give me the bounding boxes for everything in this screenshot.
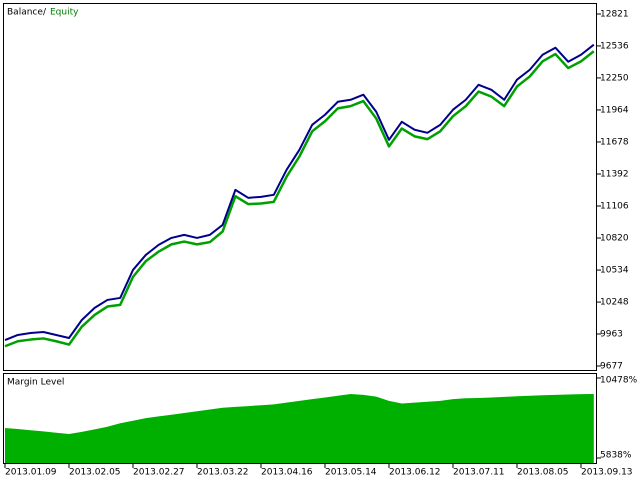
legend-equity: Equity — [50, 8, 79, 18]
y-tick-label: 12821 — [600, 10, 629, 20]
margin-panel — [3, 373, 597, 464]
y-tick-label: 10478% — [600, 376, 638, 386]
x-tick-label: 2013.05.14 — [325, 468, 377, 478]
series-line — [4, 50, 595, 348]
x-tick-label: 2013.07.11 — [453, 468, 505, 478]
x-tick-label: 2013.02.27 — [133, 468, 185, 478]
y-tick-label: 9963 — [600, 329, 623, 339]
x-tick-label: 2013.09.13 — [581, 468, 633, 478]
y-tick-label: 5838% — [600, 451, 632, 461]
x-tick-label: 2013.03.22 — [197, 468, 249, 478]
x-tick-label: 2013.08.05 — [517, 468, 569, 478]
x-tick-label: 2013.06.12 — [389, 468, 441, 478]
x-tick-label: 2013.01.09 — [5, 468, 57, 478]
legend-balance: Balance — [7, 8, 43, 18]
y-tick-label: 11106 — [600, 202, 629, 212]
legend-separator: / — [43, 8, 47, 18]
y-tick-label: 10248 — [600, 298, 629, 308]
y-tick-label: 11392 — [600, 169, 629, 179]
y-tick-label: 11964 — [600, 105, 629, 115]
y-tick-label: 12536 — [600, 41, 629, 51]
margin-area — [5, 394, 594, 463]
y-tick-label: 9677 — [600, 362, 623, 372]
y-tick-label: 10534 — [600, 266, 629, 276]
series-line — [4, 43, 595, 341]
margin-title: Margin Level — [7, 378, 64, 388]
x-tick-label: 2013.04.16 — [261, 468, 313, 478]
main-panel — [3, 3, 597, 371]
x-tick-label: 2013.02.05 — [69, 468, 121, 478]
y-tick-label: 12250 — [600, 73, 629, 83]
y-tick-label: 11678 — [600, 137, 629, 147]
y-tick-label: 10820 — [600, 234, 629, 244]
